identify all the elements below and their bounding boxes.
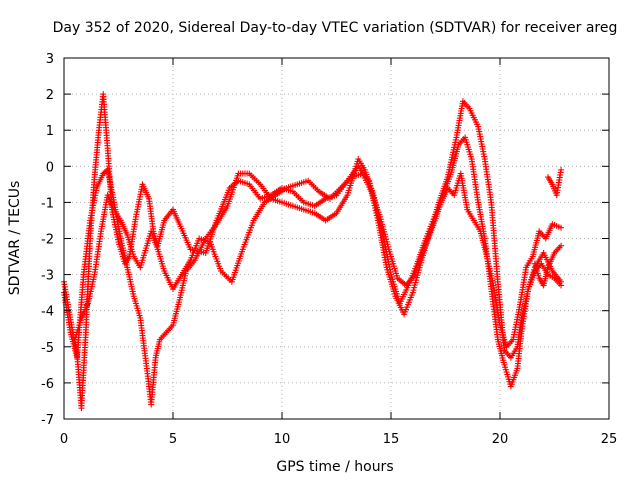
x-tick-label: 20 xyxy=(492,432,509,447)
x-tick-label: 15 xyxy=(383,432,400,447)
x-tick-label: 10 xyxy=(274,432,291,447)
series-trace-5 xyxy=(544,166,565,199)
x-axis-label: GPS time / hours xyxy=(276,459,393,475)
x-tick-label: 5 xyxy=(169,432,177,447)
y-tick-label: -4 xyxy=(41,305,54,320)
y-axis-label: SDTVAR / TECUs xyxy=(7,181,23,296)
y-tick-label: 3 xyxy=(46,52,54,67)
axes-layer: 0 5 10 15 20 25 -7 -6 -5 -4 -3 -2 -1 0 1 2 3 xyxy=(41,52,617,447)
grid-layer xyxy=(64,58,609,419)
y-tick-label: -5 xyxy=(41,341,54,356)
y-tick-label: 0 xyxy=(46,160,54,175)
y-tick-label: -7 xyxy=(41,413,54,428)
y-tick-label: -1 xyxy=(41,196,54,211)
series-trace-4 xyxy=(531,242,565,289)
series-trace-3 xyxy=(71,170,565,350)
y-tick-label: -6 xyxy=(41,377,54,392)
y-tick-label: 2 xyxy=(46,88,54,103)
y-tick-label: 1 xyxy=(46,124,54,139)
y-tick-label: -2 xyxy=(41,233,54,248)
chart-title: Day 352 of 2020, Sidereal Day-to-day VTE… xyxy=(53,20,618,36)
x-tick-label: 25 xyxy=(601,432,618,447)
x-tick-label: 0 xyxy=(60,432,68,447)
y-tick-label: -3 xyxy=(41,269,54,284)
data-layer xyxy=(61,91,565,412)
